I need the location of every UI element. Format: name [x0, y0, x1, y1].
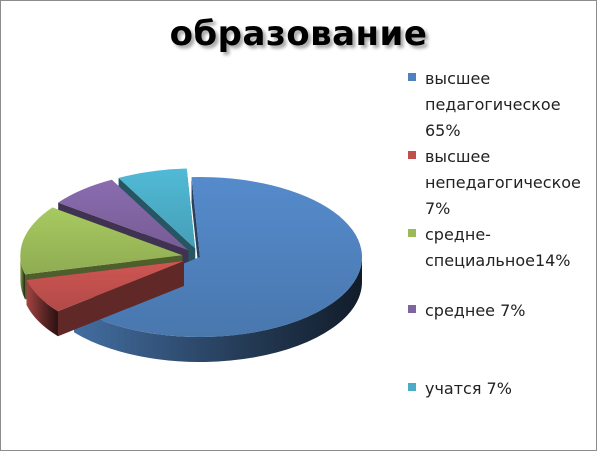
legend-label: высшее непедагогическое 7% [425, 147, 581, 218]
legend-label: учатся 7% [425, 379, 512, 398]
legend-swatch [408, 73, 416, 81]
legend-swatch [408, 151, 416, 159]
legend-swatch [408, 383, 416, 391]
legend-swatch [408, 229, 416, 237]
chart-title: образование [169, 14, 428, 54]
legend-swatch [408, 305, 416, 313]
legend-label: средне- специальное14% [425, 225, 571, 270]
pie-slice-higher-non-pedagogical [26, 260, 184, 337]
legend-label: среднее 7% [425, 301, 526, 320]
legend-label: высшее педагогическое 65% [425, 69, 561, 140]
